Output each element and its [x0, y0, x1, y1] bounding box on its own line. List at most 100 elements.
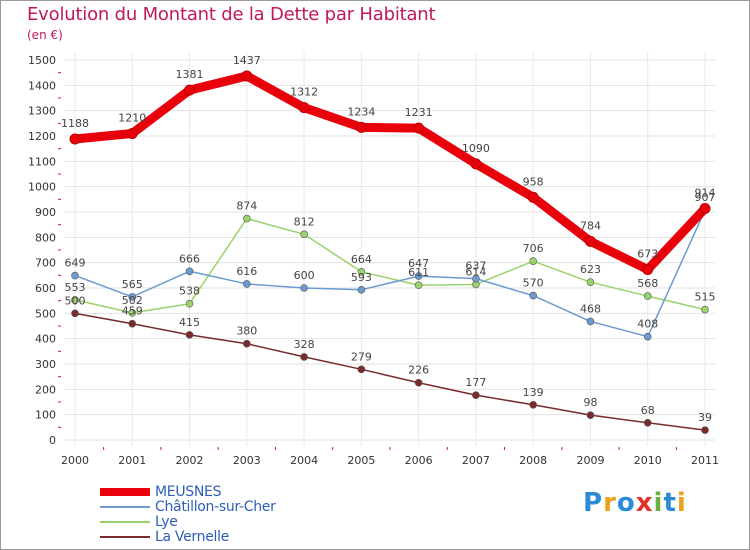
data-label-meusnes: 1231: [405, 106, 433, 119]
series-line-la-vernelle: [74, 312, 706, 431]
x-tick-label: 2004: [290, 454, 318, 467]
data-label-ch-tillon-sur-cher: 570: [523, 277, 544, 290]
data-point-ch-tillon-sur-cher: [185, 267, 194, 276]
y-tick-label: 600: [35, 282, 56, 295]
x-tick-label: 2006: [405, 454, 433, 467]
y-tick-label: 500: [35, 307, 56, 320]
data-point-la-vernelle: [185, 331, 194, 339]
y-tick-label: 200: [35, 383, 56, 396]
data-label-lye: 568: [637, 277, 658, 290]
data-label-la-vernelle: 98: [583, 396, 597, 409]
legend-label: La Vernelle: [155, 529, 230, 545]
data-point-ch-tillon-sur-cher: [300, 284, 308, 292]
logo-letter: i: [676, 488, 687, 518]
chart-title: Evolution du Montant de la Dette par Hab…: [27, 4, 436, 25]
data-point-la-vernelle: [357, 365, 366, 374]
data-label-lye: 538: [179, 285, 200, 298]
data-point-la-vernelle: [300, 353, 308, 361]
data-point-ch-tillon-sur-cher: [529, 291, 537, 300]
x-tick-label: 2009: [576, 454, 604, 467]
data-point-ch-tillon-sur-cher: [643, 332, 652, 341]
data-label-la-vernelle: 68: [641, 404, 655, 417]
data-label-meusnes: 1312: [290, 86, 318, 99]
data-label-lye: 664: [351, 253, 372, 266]
logo-letter: P: [583, 488, 604, 518]
data-label-ch-tillon-sur-cher: 565: [122, 278, 143, 291]
proxiti-logo: Proxiti: [583, 488, 687, 518]
data-point-meusnes: [298, 102, 310, 114]
data-point-meusnes: [642, 264, 654, 276]
logo-letter: o: [616, 488, 636, 518]
data-label-ch-tillon-sur-cher: 907: [695, 191, 716, 204]
legend-swatch: [100, 506, 150, 508]
data-point-ch-tillon-sur-cher: [128, 293, 137, 301]
x-tick-label: 2007: [462, 454, 490, 467]
data-label-ch-tillon-sur-cher: 637: [465, 260, 486, 273]
data-point-meusnes: [584, 235, 596, 247]
logo-letter: x: [635, 488, 654, 518]
data-point-meusnes: [241, 70, 253, 82]
data-label-meusnes: 1381: [176, 68, 204, 81]
data-label-meusnes: 1188: [61, 117, 89, 130]
logo-letter: t: [663, 488, 677, 518]
legend-label: Châtillon-sur-Cher: [155, 499, 276, 515]
data-label-lye: 502: [122, 294, 143, 307]
data-point-la-vernelle: [128, 319, 137, 328]
data-label-lye: 623: [580, 263, 601, 276]
data-point-lye: [643, 292, 652, 300]
y-tick-label: 300: [35, 358, 56, 371]
series-line-meusnes: [70, 71, 710, 275]
data-point-meusnes: [184, 84, 196, 96]
data-label-la-vernelle: 226: [408, 364, 429, 377]
logo-letter: r: [603, 488, 617, 518]
data-point-meusnes: [413, 122, 425, 134]
x-tick-label: 2001: [118, 454, 146, 467]
data-label-lye: 614: [465, 265, 486, 278]
data-point-la-vernelle: [586, 411, 595, 419]
data-label-lye: 611: [408, 266, 429, 279]
data-point-lye: [701, 305, 709, 314]
data-label-meusnes: 784: [580, 219, 601, 232]
data-point-la-vernelle: [529, 400, 537, 409]
y-tick-label: 1000: [28, 181, 56, 194]
data-label-la-vernelle: 39: [698, 411, 712, 424]
logo-letter: i: [653, 488, 664, 518]
legend-swatch: [100, 488, 150, 496]
data-point-lye: [357, 267, 366, 276]
data-point-ch-tillon-sur-cher: [414, 272, 423, 280]
data-label-la-vernelle: 380: [236, 325, 257, 338]
y-tick-label: 400: [35, 333, 56, 346]
legend-swatch: [100, 536, 150, 538]
x-tick-label: 2002: [176, 454, 204, 467]
x-tick-label: 2008: [519, 454, 547, 467]
data-point-ch-tillon-sur-cher: [71, 271, 79, 280]
data-label-ch-tillon-sur-cher: 600: [294, 269, 315, 282]
data-point-la-vernelle: [643, 418, 652, 427]
data-label-lye: 812: [294, 215, 315, 228]
data-point-lye: [243, 214, 251, 223]
data-label-la-vernelle: 500: [65, 294, 86, 307]
data-point-meusnes: [527, 191, 539, 203]
x-tick-label: 2010: [634, 454, 662, 467]
data-point-la-vernelle: [414, 378, 423, 387]
series-line-ch-tillon-sur-cher: [74, 209, 706, 338]
data-label-meusnes: 1437: [233, 54, 261, 67]
data-point-la-vernelle: [472, 391, 480, 399]
data-point-la-vernelle: [243, 339, 251, 348]
data-label-ch-tillon-sur-cher: 408: [637, 318, 658, 331]
data-label-ch-tillon-sur-cher: 647: [408, 257, 429, 270]
data-point-lye: [586, 278, 595, 286]
data-label-meusnes: 673: [637, 248, 658, 261]
legend-label: Lye: [155, 514, 178, 530]
data-label-meusnes: 914: [695, 186, 716, 199]
data-point-ch-tillon-sur-cher: [586, 317, 595, 326]
legend-label: MEUSNES: [155, 484, 222, 500]
data-point-lye: [185, 299, 194, 308]
chart-subtitle: (en €): [27, 28, 63, 42]
y-tick-label: 0: [49, 434, 56, 447]
data-point-meusnes: [699, 202, 711, 214]
y-tick-label: 1200: [28, 130, 56, 143]
legend-swatch: [100, 521, 150, 523]
x-tick-label: 2000: [61, 454, 89, 467]
data-label-lye: 553: [65, 281, 86, 294]
